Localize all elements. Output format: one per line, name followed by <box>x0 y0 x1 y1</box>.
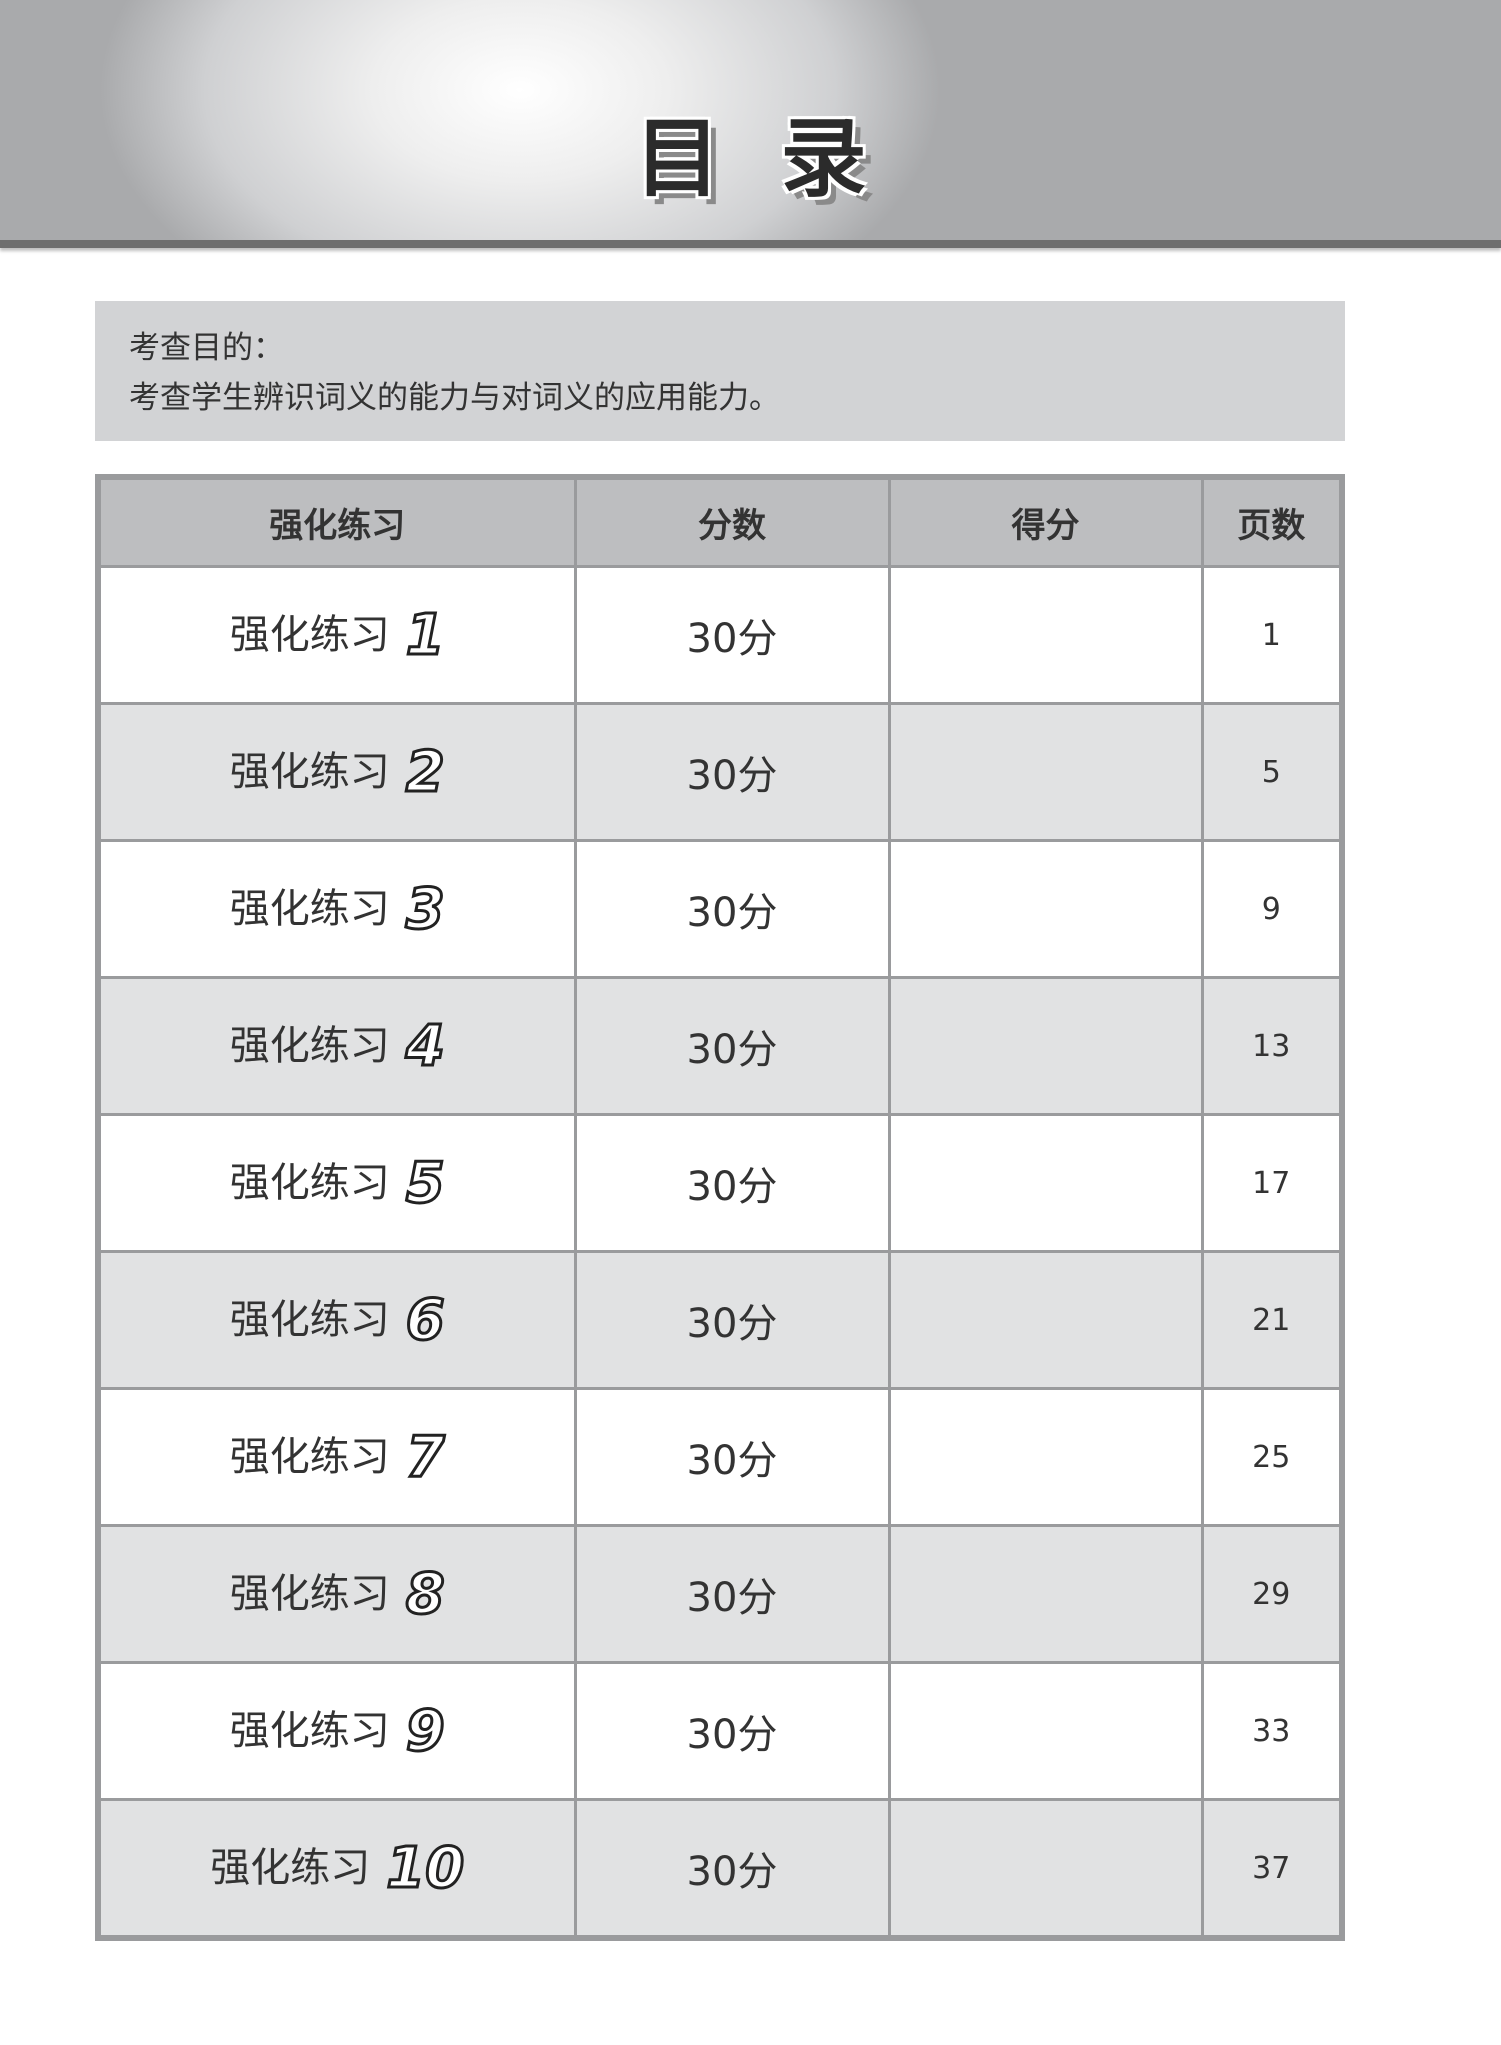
page-cell: 25 <box>1200 1387 1344 1527</box>
earned-cell[interactable] <box>887 1798 1204 1940</box>
exercise-name: 强化练习 <box>229 1297 390 1343</box>
contents-table: 强化练习 分数 得分 页数 强化练习 1 30分 1 强化练习 2 30分 5 强化练习 3 30分… <box>95 474 1345 1941</box>
table-row: 强化练习 8 30分 29 <box>96 1524 1344 1664</box>
exercise-number: 6 <box>404 1287 446 1355</box>
exercise-name: 强化练习 <box>229 1160 390 1206</box>
page-cell: 21 <box>1200 1250 1344 1390</box>
earned-cell[interactable] <box>887 1661 1204 1801</box>
earned-cell[interactable] <box>887 1387 1204 1527</box>
purpose-label: 考查目的： <box>129 330 284 366</box>
table-row: 强化练习 9 30分 33 <box>96 1661 1344 1801</box>
exercise-cell: 强化练习 3 <box>96 839 577 979</box>
header-page: 页数 <box>1200 475 1344 568</box>
exercise-number: 2 <box>404 739 446 807</box>
table-row: 强化练习 10 30分 37 <box>96 1798 1344 1940</box>
exercise-name: 强化练习 <box>229 886 390 932</box>
exercise-cell: 强化练习 2 <box>96 702 577 842</box>
header-exercise: 强化练习 <box>96 475 577 568</box>
header-earned: 得分 <box>887 475 1204 568</box>
score-cell: 30分 <box>573 1661 891 1801</box>
table-row: 强化练习 5 30分 17 <box>96 1113 1344 1253</box>
page-cell: 1 <box>1200 565 1344 705</box>
page-title: 目录 <box>634 109 927 209</box>
page-cell: 9 <box>1200 839 1344 979</box>
earned-cell[interactable] <box>887 839 1204 979</box>
purpose-box: 考查目的： 考查学生辨识词义的能力与对词义的应用能力。 <box>95 301 1345 441</box>
exercise-number: 7 <box>404 1424 446 1492</box>
title-banner: 目录 <box>0 0 1501 248</box>
exercise-name: 强化练习 <box>229 612 390 658</box>
table-row: 强化练习 3 30分 9 <box>96 839 1344 979</box>
exercise-cell: 强化练习 5 <box>96 1113 577 1253</box>
exercise-number: 9 <box>404 1698 446 1766</box>
exercise-number: 4 <box>404 1013 446 1081</box>
table-row: 强化练习 4 30分 13 <box>96 976 1344 1116</box>
page-cell: 29 <box>1200 1524 1344 1664</box>
table-row: 强化练习 1 30分 1 <box>96 565 1344 705</box>
header-score: 分数 <box>573 475 891 568</box>
exercise-cell: 强化练习 4 <box>96 976 577 1116</box>
page-cell: 17 <box>1200 1113 1344 1253</box>
score-cell: 30分 <box>573 702 891 842</box>
exercise-cell: 强化练习 1 <box>96 565 577 705</box>
score-cell: 30分 <box>573 839 891 979</box>
table-row: 强化练习 2 30分 5 <box>96 702 1344 842</box>
exercise-number: 1 <box>404 602 446 670</box>
exercise-number: 3 <box>404 876 446 944</box>
page-cell: 5 <box>1200 702 1344 842</box>
exercise-number: 5 <box>404 1150 446 1218</box>
score-cell: 30分 <box>573 1250 891 1390</box>
earned-cell[interactable] <box>887 1524 1204 1664</box>
exercise-cell: 强化练习 7 <box>96 1387 577 1527</box>
earned-cell[interactable] <box>887 976 1204 1116</box>
exercise-cell: 强化练习 10 <box>96 1798 577 1940</box>
exercise-name: 强化练习 <box>229 749 390 795</box>
table-header-row: 强化练习 分数 得分 页数 <box>96 475 1344 568</box>
exercise-name: 强化练习 <box>210 1845 371 1891</box>
exercise-name: 强化练习 <box>229 1571 390 1617</box>
page-cell: 13 <box>1200 976 1344 1116</box>
exercise-cell: 强化练习 6 <box>96 1250 577 1390</box>
exercise-cell: 强化练习 9 <box>96 1661 577 1801</box>
page-cell: 33 <box>1200 1661 1344 1801</box>
earned-cell[interactable] <box>887 1250 1204 1390</box>
score-cell: 30分 <box>573 1113 891 1253</box>
exercise-number: 10 <box>385 1835 466 1903</box>
exercise-name: 强化练习 <box>229 1023 390 1069</box>
earned-cell[interactable] <box>887 702 1204 842</box>
score-cell: 30分 <box>573 976 891 1116</box>
score-cell: 30分 <box>573 1524 891 1664</box>
earned-cell[interactable] <box>887 565 1204 705</box>
table-row: 强化练习 6 30分 21 <box>96 1250 1344 1390</box>
exercise-name: 强化练习 <box>229 1708 390 1754</box>
exercise-number: 8 <box>404 1561 446 1629</box>
exercise-cell: 强化练习 8 <box>96 1524 577 1664</box>
exercise-name: 强化练习 <box>229 1434 390 1480</box>
page-cell: 37 <box>1200 1798 1344 1940</box>
score-cell: 30分 <box>573 1798 891 1940</box>
earned-cell[interactable] <box>887 1113 1204 1253</box>
score-cell: 30分 <box>573 1387 891 1527</box>
table-row: 强化练习 7 30分 25 <box>96 1387 1344 1527</box>
score-cell: 30分 <box>573 565 891 705</box>
purpose-text: 考查学生辨识词义的能力与对词义的应用能力。 <box>129 380 780 416</box>
